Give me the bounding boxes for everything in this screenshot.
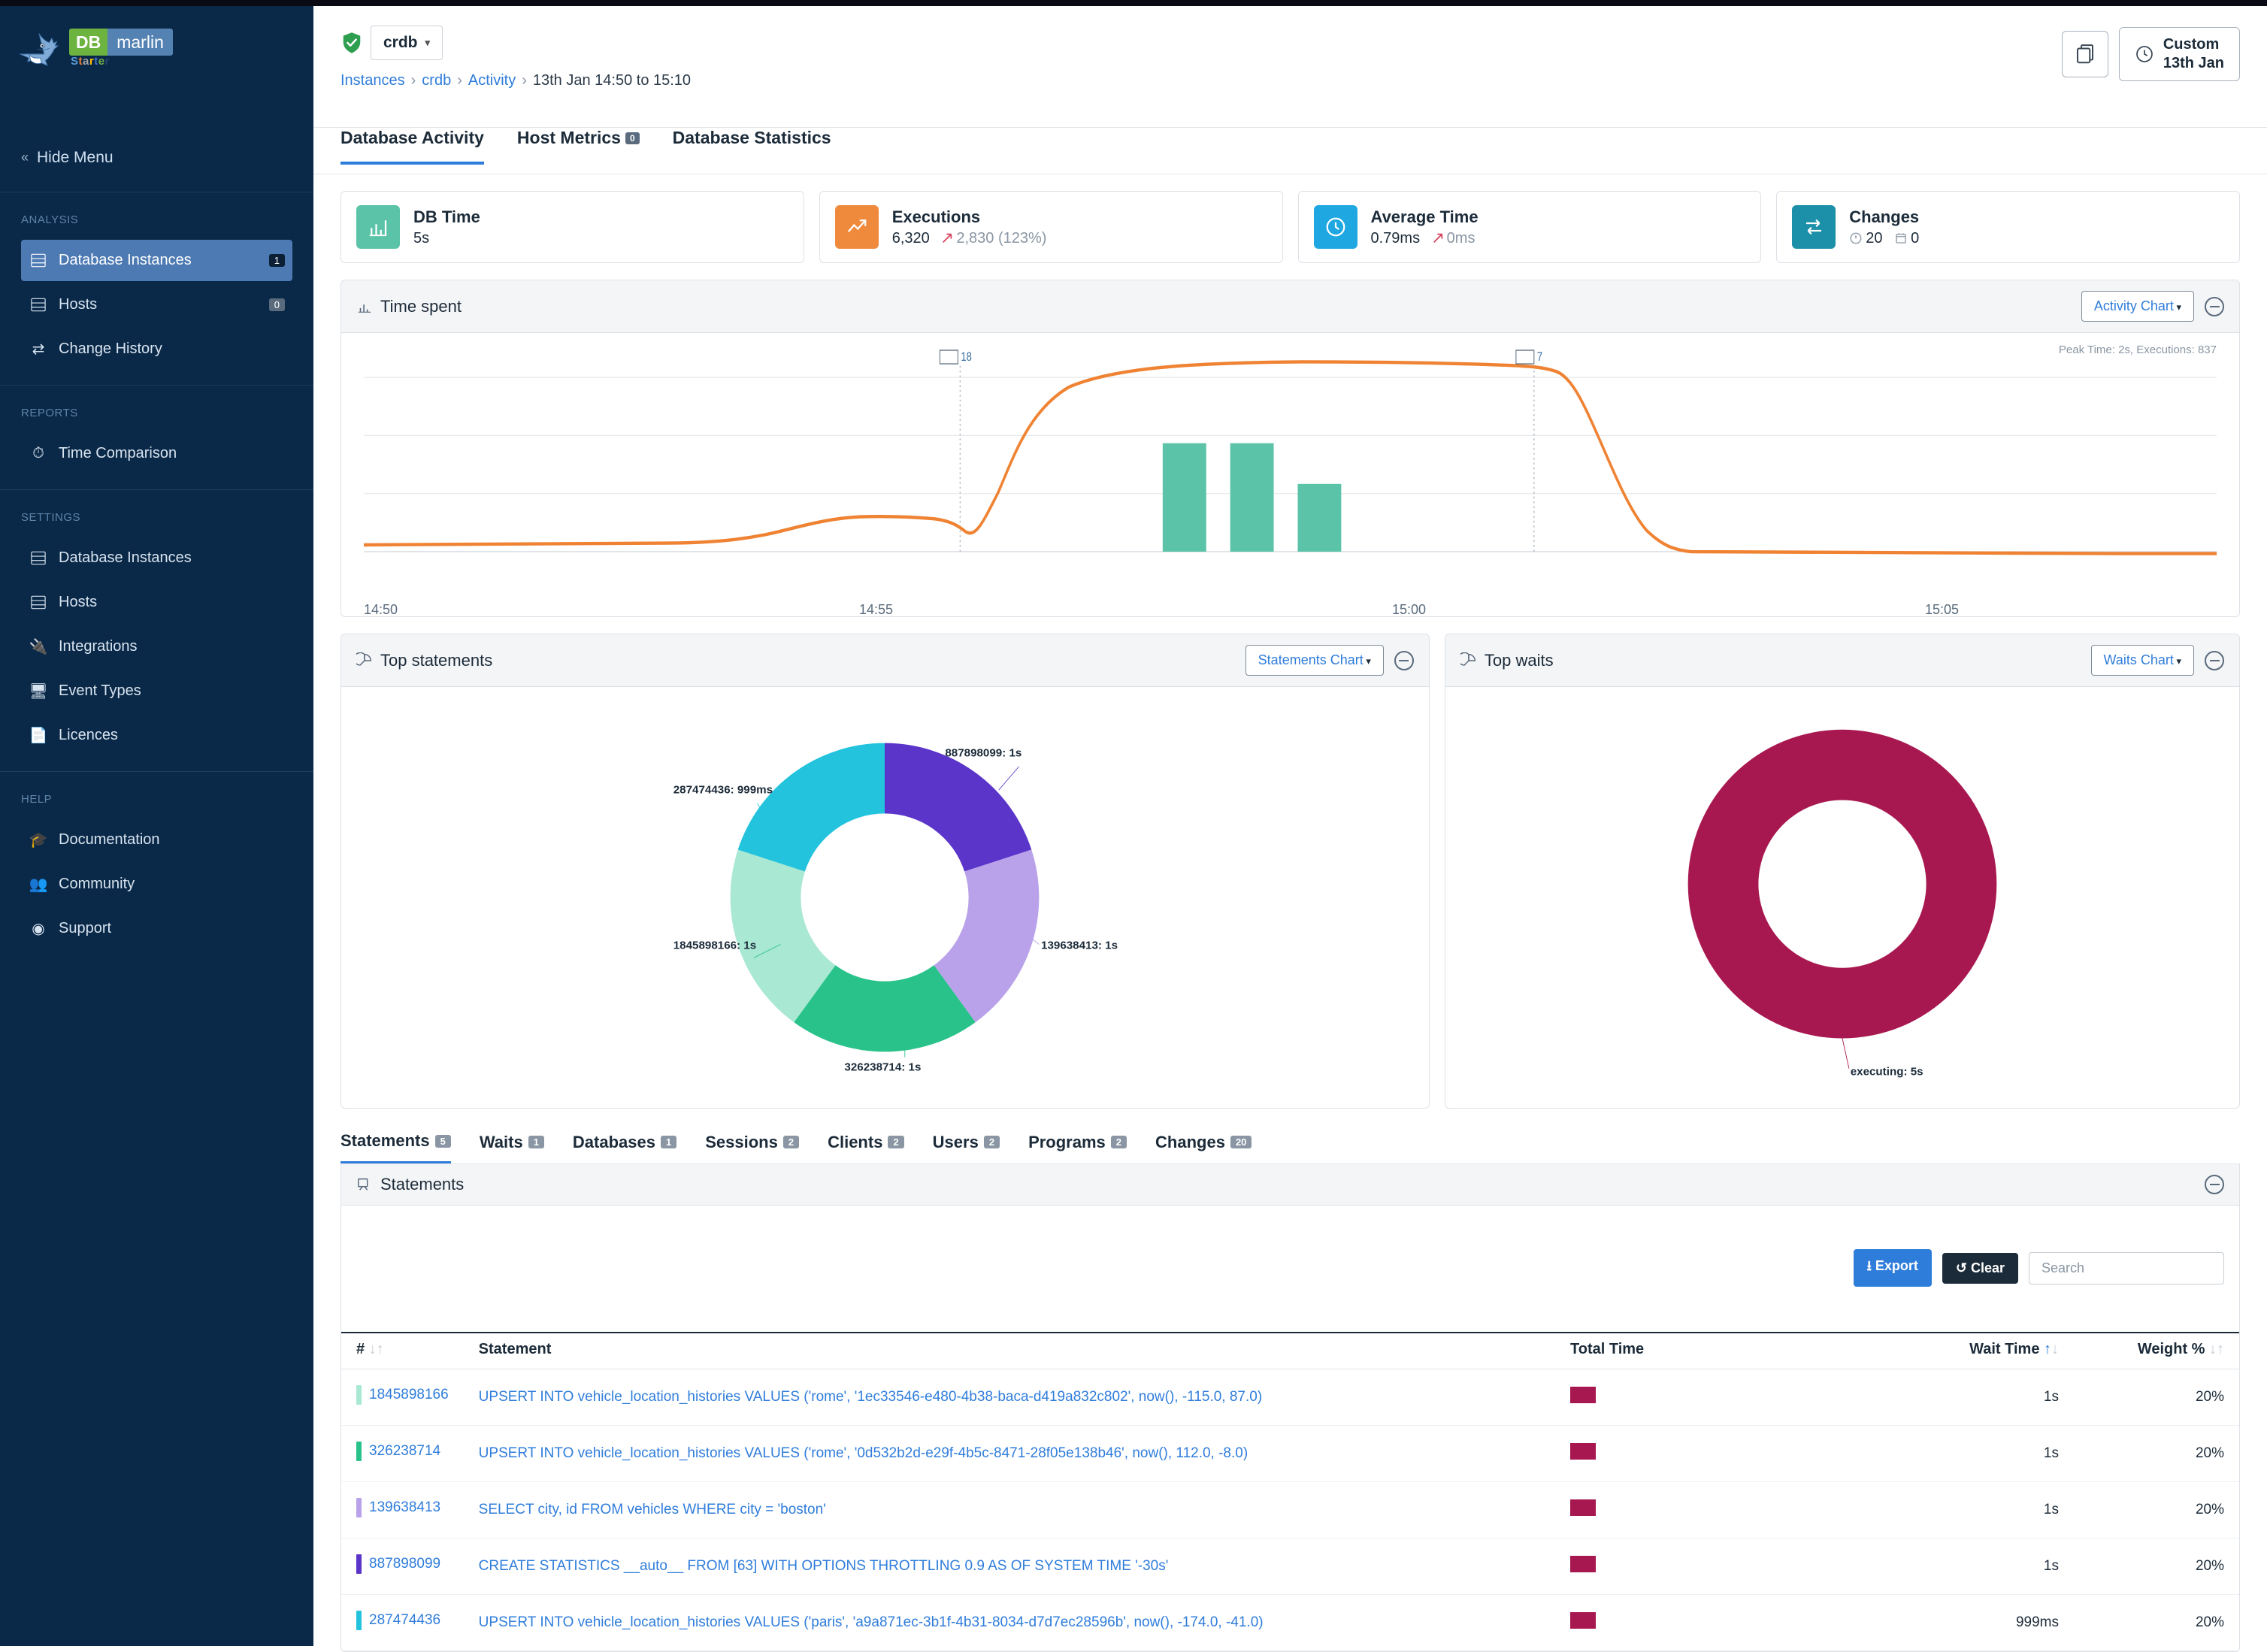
svg-text:7: 7 <box>1537 350 1542 365</box>
svg-text:887898099: 1s: 887898099: 1s <box>946 747 1022 760</box>
svg-text:executing: 5s: executing: 5s <box>1851 1066 1923 1079</box>
svg-text:326238714: 1s: 326238714: 1s <box>845 1060 922 1073</box>
svg-text:139638413: 1s: 139638413: 1s <box>1041 939 1118 952</box>
svg-text:1845898166: 1s: 1845898166: 1s <box>673 939 756 952</box>
svg-text:287474436: 999ms: 287474436: 999ms <box>673 784 773 797</box>
svg-text:18: 18 <box>961 350 971 365</box>
